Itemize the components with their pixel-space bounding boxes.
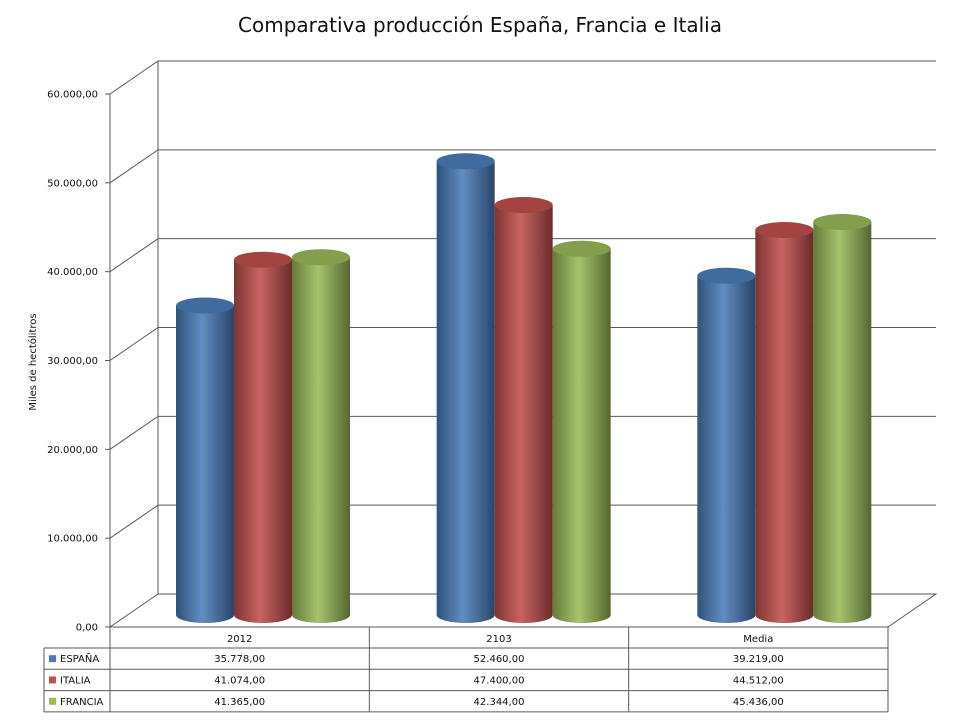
bar-españa-media bbox=[697, 267, 756, 623]
bar-francia-2103 bbox=[552, 240, 611, 623]
x-tick-label: 2103 bbox=[486, 634, 511, 645]
bar-italia-2103 bbox=[494, 196, 553, 624]
data-table: 2012 2103 Media ESPAÑA 35.778,00 52.460,00 39.… bbox=[43, 626, 889, 713]
gridline bbox=[109, 504, 936, 539]
y-tick-label: 0,00 bbox=[76, 623, 98, 634]
x-tick-label: Media bbox=[743, 634, 773, 645]
table-cell: 41.074,00 bbox=[214, 675, 265, 686]
y-tick-label: 50.000,00 bbox=[47, 178, 98, 189]
table-cell: 39.219,00 bbox=[733, 654, 784, 665]
bars bbox=[176, 153, 872, 624]
y-tick-label: 40.000,00 bbox=[47, 267, 98, 278]
y-tick-label: 20.000,00 bbox=[47, 445, 98, 456]
legend-swatch bbox=[49, 697, 56, 705]
legend-label: ESPAÑA bbox=[60, 652, 99, 665]
y-tick-label: 30.000,00 bbox=[47, 356, 98, 367]
x-tick-label: 2012 bbox=[227, 634, 252, 645]
table-cell: 45.436,00 bbox=[733, 697, 784, 708]
legend-label: FRANCIA bbox=[60, 697, 104, 708]
gridline bbox=[109, 60, 936, 95]
table-cell: 41.365,00 bbox=[214, 697, 265, 708]
bar-francia-media bbox=[813, 213, 872, 623]
plot-area: 0,00 10.000,00 20.000,00 30.000,00 40.000,00… bbox=[47, 60, 938, 634]
bar-francia-2012 bbox=[292, 249, 350, 623]
bar-españa-2012 bbox=[176, 297, 234, 623]
gridline bbox=[109, 149, 936, 184]
bar-italia-media bbox=[755, 221, 814, 624]
y-tick-label: 60.000,00 bbox=[47, 90, 98, 101]
legend-label: ITALIA bbox=[60, 675, 91, 686]
table-cell: 42.344,00 bbox=[474, 697, 525, 708]
y-axis-label: Miles de hectólitros bbox=[27, 313, 39, 410]
gridline bbox=[109, 238, 936, 273]
gridline bbox=[109, 327, 936, 361]
legend-swatch bbox=[49, 676, 56, 684]
table-cell: 35.778,00 bbox=[214, 654, 265, 665]
table-cell: 44.512,00 bbox=[733, 675, 784, 686]
bar-españa-2103 bbox=[436, 153, 495, 623]
bar-italia-2012 bbox=[234, 251, 292, 623]
y-tick-label: 10.000,00 bbox=[47, 534, 98, 545]
legend-swatch bbox=[49, 655, 56, 663]
table-cell: 47.400,00 bbox=[474, 675, 525, 686]
gridline bbox=[109, 415, 936, 450]
chart-title: Comparativa producción España, Francia e… bbox=[238, 13, 722, 37]
table-cell: 52.460,00 bbox=[474, 654, 525, 665]
